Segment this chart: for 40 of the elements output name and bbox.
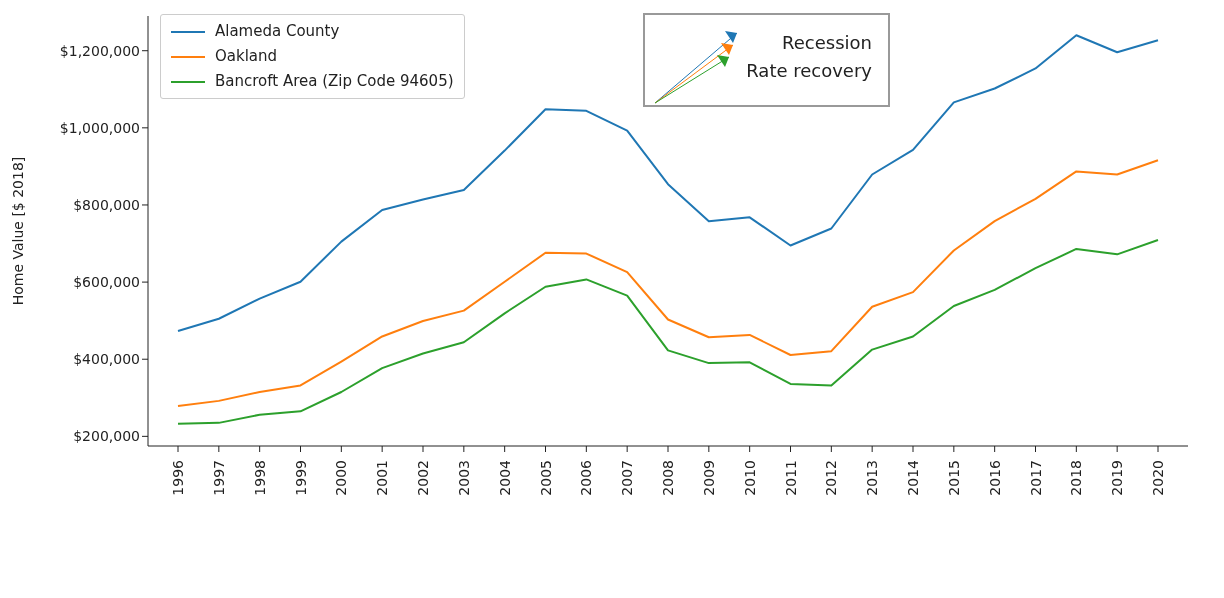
x-tick-label: 2002 <box>415 460 431 496</box>
y-tick-label: $400,000 <box>73 351 140 368</box>
legend-label: Oakland <box>214 46 279 67</box>
annotation: Rate recovery <box>746 59 872 83</box>
y-tick-label: $1,000,000 <box>59 119 140 136</box>
x-tick-label: 2000 <box>333 460 350 496</box>
x-tick-label: 2016 <box>986 459 1003 496</box>
y-tick-label: $600,000 <box>73 274 140 291</box>
x-tick-label: 1998 <box>251 460 268 496</box>
x-tick-label: 2015 <box>945 460 962 496</box>
x-tick-label: 2009 <box>700 460 717 496</box>
legend-label: Bancroft Area (Zip Code 94605) <box>214 71 454 92</box>
y-tick-label: $1,200,000 <box>59 42 140 59</box>
x-tick-label: 2007 <box>619 460 636 496</box>
x-tick-label: 1999 <box>292 460 309 496</box>
y-tick-label: $200,000 <box>73 428 140 445</box>
line-series <box>177 159 1159 407</box>
x-tick-label: 2012 <box>823 460 840 496</box>
x-tick-label: 1996 <box>170 459 186 496</box>
x-tick-label: 2005 <box>537 460 554 496</box>
x-tick-label: 1997 <box>210 460 227 496</box>
y-tick-label: $800,000 <box>73 196 140 213</box>
x-tick-label: 2020 <box>1150 460 1166 496</box>
x-tick-label: 2001 <box>374 460 391 496</box>
x-tick-label: 2019 <box>1109 460 1126 496</box>
x-tick-label: 2011 <box>782 460 799 496</box>
annotation: Recession <box>781 31 872 55</box>
x-tick-label: 2018 <box>1068 460 1085 496</box>
note-box: Recession Rate recovery <box>643 13 890 107</box>
x-tick-label: 2004 <box>496 459 513 496</box>
line-series <box>177 239 1159 425</box>
x-tick-label: 2003 <box>455 460 472 496</box>
x-tick-label: 2013 <box>864 460 881 496</box>
x-tick-label: 2017 <box>1027 460 1044 496</box>
x-tick-label: 2008 <box>660 460 676 496</box>
legend-label: Alameda County <box>214 21 341 42</box>
x-tick-label: 2006 <box>578 459 595 496</box>
y-axis-title: Home Value [$ 2018] <box>9 156 26 306</box>
x-tick-label: 2010 <box>741 460 758 496</box>
x-tick-label: 2014 <box>905 459 921 496</box>
